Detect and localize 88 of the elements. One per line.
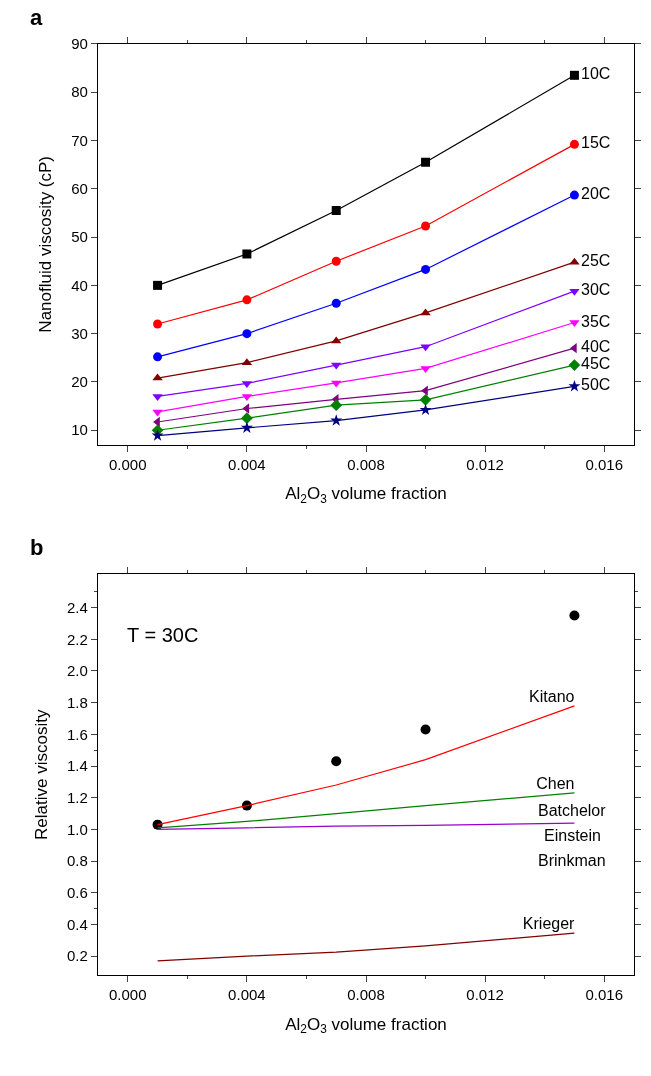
point <box>331 298 341 308</box>
point <box>242 249 252 259</box>
y-tick-label: 50 <box>71 228 88 246</box>
point <box>568 379 581 392</box>
y-axis-title: Relative viscosity <box>31 709 51 840</box>
x-tick-label: 0.008 <box>347 455 385 473</box>
annotation: Batchelor <box>538 802 607 819</box>
series-label: Krieger <box>522 915 576 933</box>
y-tick-label: 1.6 <box>67 725 88 743</box>
point <box>331 336 342 344</box>
point <box>421 264 431 274</box>
series-label: 50C <box>581 376 611 394</box>
y-tick-label: 2.0 <box>67 662 88 680</box>
series-label: 25C <box>581 252 611 270</box>
x-tick-label: 0.000 <box>109 455 147 473</box>
y-tick-label: 80 <box>71 83 88 101</box>
point <box>569 139 579 149</box>
y-tick-label: 1.4 <box>67 757 88 775</box>
point <box>331 756 342 767</box>
series-label: 45C <box>581 355 611 373</box>
point <box>151 429 164 441</box>
point <box>421 157 431 167</box>
y-tick-label: 2.2 <box>67 630 88 648</box>
x-tick-label: 0.004 <box>228 455 266 473</box>
y-tick-label: 0.8 <box>67 852 88 870</box>
point <box>153 352 163 362</box>
point <box>331 206 341 216</box>
point <box>240 421 253 433</box>
y-tick-label: 2.4 <box>67 598 88 616</box>
point <box>419 403 432 416</box>
x-axis-title: Al$_{2}$O$_{3}$ volume fraction <box>285 484 447 506</box>
point <box>569 610 580 621</box>
y-tick-label: 0.4 <box>67 915 88 933</box>
x-tick-label: 0.004 <box>228 986 266 1004</box>
series-label: 15C <box>581 134 611 152</box>
y-tick-label: 0.6 <box>67 884 88 901</box>
point <box>330 414 343 426</box>
point <box>420 308 431 316</box>
point <box>331 256 341 266</box>
y-tick-label: 40 <box>71 276 88 294</box>
series-label: Kitano <box>529 687 575 705</box>
text: b <box>30 535 44 560</box>
point <box>241 412 253 425</box>
line-series <box>156 932 576 962</box>
x-tick-label: 0.016 <box>585 986 623 1004</box>
text: a <box>30 5 43 30</box>
y-tick-label: 60 <box>71 180 88 198</box>
x-axis-title: Al$_{2}$O$_{3}$ volume fraction <box>285 1014 447 1037</box>
y-tick-label: 1.0 <box>67 820 88 838</box>
x-tick-label: 0.000 <box>109 986 147 1004</box>
x-tick-label: 0.016 <box>585 455 623 473</box>
y-tick-label: 70 <box>71 131 88 149</box>
annotation: Einstein <box>544 827 601 844</box>
point <box>569 288 580 296</box>
point <box>242 403 250 414</box>
y-tick-label: 10 <box>71 421 88 439</box>
point <box>568 359 581 371</box>
series-label: 35C <box>581 312 611 330</box>
y-tick-label: 1.2 <box>67 788 88 806</box>
x-tick-label: 0.012 <box>466 455 504 473</box>
y-tick-label: 0.2 <box>67 947 88 965</box>
series-label: 10C <box>581 65 611 83</box>
y-tick-label: 90 <box>71 35 88 53</box>
point <box>242 329 252 339</box>
x-tick-label: 0.012 <box>466 986 504 1004</box>
x-tick-label: 0.008 <box>347 986 385 1004</box>
y-tick-label: 1.8 <box>67 693 88 711</box>
point <box>242 295 252 305</box>
series-label: 20C <box>581 185 611 203</box>
annotation: T = 30C <box>127 624 199 646</box>
point <box>419 393 432 406</box>
y-axis-title: Nanofluid viscosity (cP) <box>35 155 55 333</box>
series-label: 40C <box>581 338 611 356</box>
point <box>569 320 580 328</box>
point <box>153 319 163 329</box>
y-tick-label: 20 <box>71 373 88 391</box>
series-label: Chen <box>536 774 575 792</box>
point <box>420 344 431 352</box>
y-tick-label: 30 <box>71 324 88 342</box>
point <box>421 221 431 231</box>
point <box>153 280 163 290</box>
point <box>569 70 579 80</box>
point <box>331 362 342 370</box>
series-label: 30C <box>581 281 611 299</box>
point <box>420 724 431 735</box>
point <box>330 399 343 411</box>
point <box>569 190 579 200</box>
annotation: Brinkman <box>538 852 606 869</box>
